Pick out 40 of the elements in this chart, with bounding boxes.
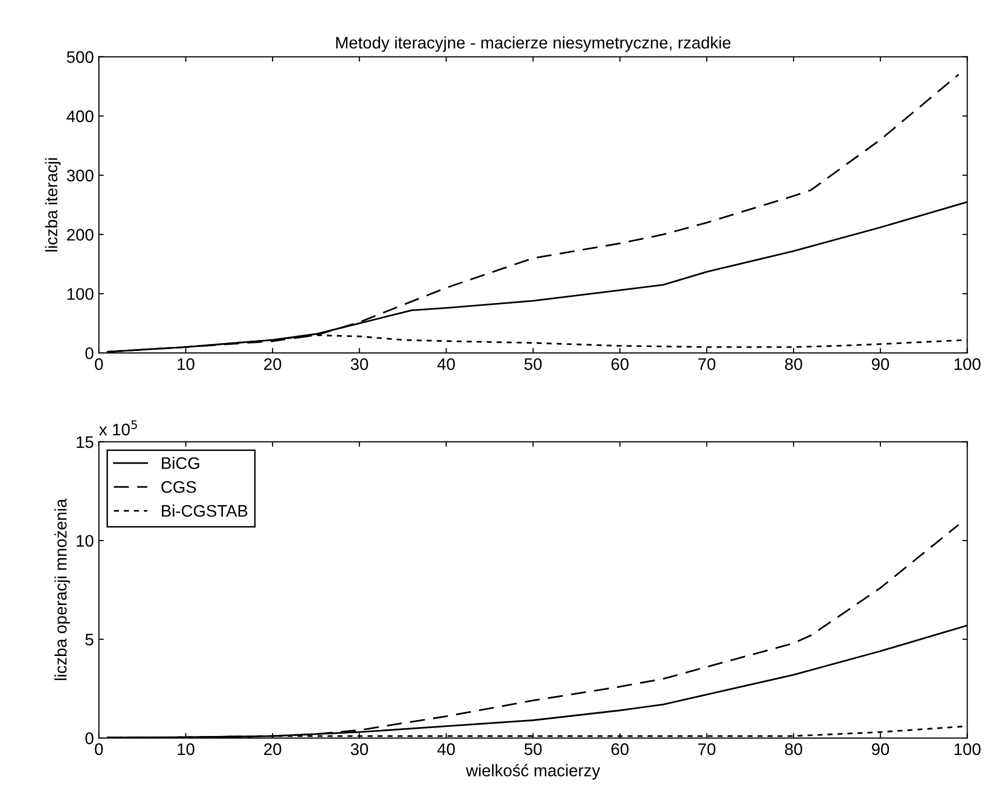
y-axis-title: liczba operacji mnożenia — [54, 498, 70, 680]
y-tick-label: 0 — [85, 347, 94, 360]
y-tick-label: 200 — [67, 228, 94, 241]
x-tick-label: 50 — [524, 743, 542, 756]
y-tick-label: 15 — [76, 436, 94, 448]
y-tick-label: 5 — [85, 634, 94, 646]
x-tick-label: 70 — [698, 358, 716, 370]
x-tick-label: 60 — [611, 743, 629, 756]
x-tick-label: 40 — [437, 743, 455, 756]
x-tick-label: 100 — [954, 743, 980, 756]
legend-label: CGS — [161, 481, 196, 493]
chart-title: Metody iteracyjne - macierze niesymetryczne, rzadkie — [336, 36, 731, 52]
x-tick-label: 20 — [264, 743, 282, 756]
x-tick-label: 50 — [524, 358, 542, 370]
y-tick-label: 100 — [68, 288, 94, 300]
x-axis-title: wielkość macierzy — [466, 764, 600, 780]
text: x 10$^{5}$ — [99, 420, 137, 436]
legend-label: Bi-CGSTAB — [162, 504, 248, 517]
x-tick-label: 10 — [178, 358, 194, 370]
x-tick-label: 30 — [350, 743, 368, 756]
y-tick-label: 0 — [85, 732, 94, 744]
x-tick-label: 20 — [264, 358, 282, 370]
legend-label: BiCG — [162, 456, 200, 470]
y-tick-label: 500 — [66, 51, 94, 63]
y-tick-label: 400 — [66, 110, 94, 122]
x-tick-label: 0 — [94, 358, 103, 370]
y-axis-title: liczba iteracji — [45, 158, 61, 252]
x-tick-label: 0 — [94, 743, 103, 756]
y-tick-label: 300 — [66, 170, 94, 182]
x-tick-label: 90 — [872, 743, 890, 756]
x-tick-label: 80 — [785, 743, 802, 756]
x-tick-label: 30 — [350, 358, 368, 370]
x-tick-label: 10 — [178, 743, 194, 756]
x-tick-label: 40 — [437, 358, 455, 370]
x-tick-label: 90 — [872, 358, 890, 370]
y-tick-label: 10 — [76, 534, 94, 547]
x-tick-label: 60 — [611, 358, 629, 370]
x-tick-label: 100 — [954, 358, 980, 370]
x-tick-label: 80 — [785, 358, 802, 370]
x-tick-label: 70 — [698, 743, 716, 756]
